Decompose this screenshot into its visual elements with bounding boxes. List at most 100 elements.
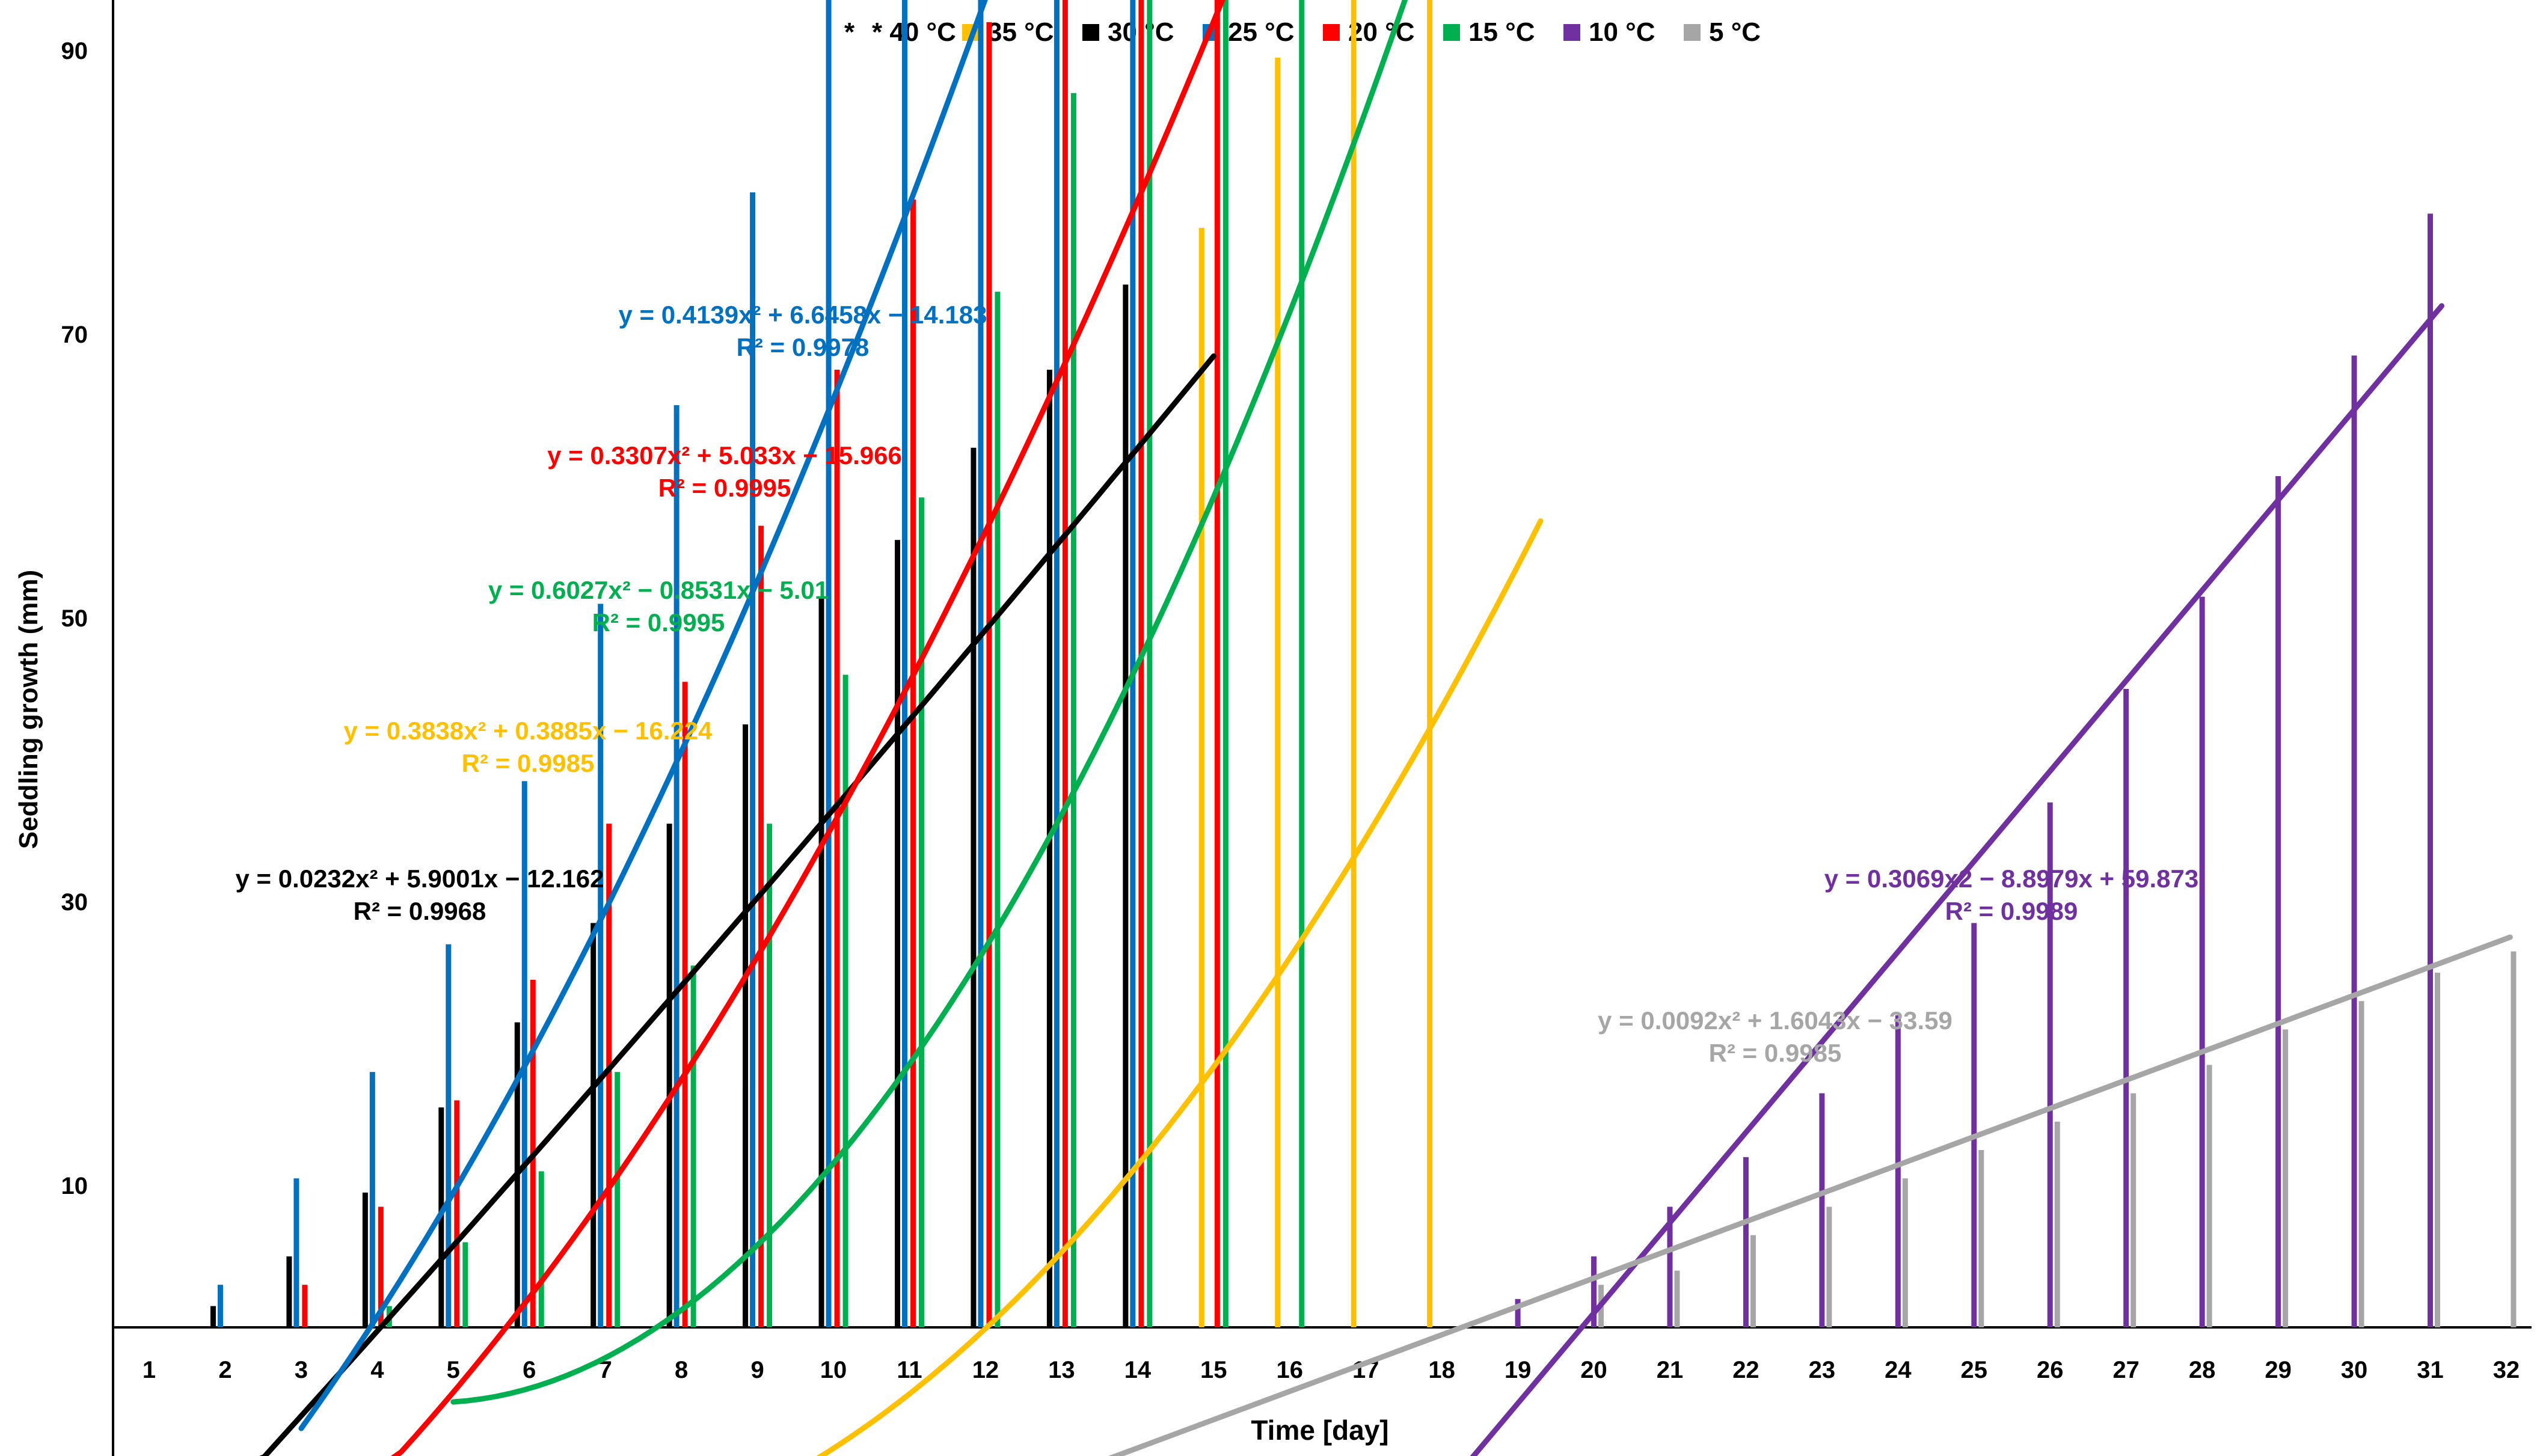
bar-5-c-day-21 xyxy=(1674,1270,1680,1327)
bar-30-c-day-14 xyxy=(1123,284,1129,1327)
x-tick-label: 20 xyxy=(1580,1357,1607,1383)
equation-35-c: y = 0.3838x² + 0.3885x − 16.224 xyxy=(343,717,713,745)
x-tick-label: 13 xyxy=(1048,1357,1075,1383)
x-tick-label: 25 xyxy=(1961,1357,1988,1383)
bar-5-c-day-25 xyxy=(1978,1150,1984,1327)
bar-15-c-day-7 xyxy=(615,1072,621,1327)
bar-15-c-day-15 xyxy=(1222,0,1229,1327)
trend-line-15-c xyxy=(450,0,1408,1405)
bar-10-c-day-31 xyxy=(2428,213,2433,1327)
bar-10-c-day-21 xyxy=(1667,1207,1673,1327)
legend-label-40-c: * 40 °C xyxy=(872,17,956,47)
legend-label-15-c: 15 °C xyxy=(1468,17,1535,47)
r-squared-5-c: R² = 0.9985 xyxy=(1709,1039,1842,1067)
bar-15-c-day-10 xyxy=(842,674,848,1327)
x-tick-label: 11 xyxy=(897,1357,922,1383)
equation-labels: y = 0.3838x² + 0.3885x − 16.224 R² = 0.99… xyxy=(235,301,2198,1067)
bar-25-c-day-8 xyxy=(673,405,679,1327)
bar-10-c-day-30 xyxy=(2351,355,2357,1327)
y-tick-label: 70 xyxy=(61,322,88,348)
x-tick-label: 9 xyxy=(750,1357,764,1383)
x-tick-label: 15 xyxy=(1200,1357,1227,1383)
trend-line-35-c xyxy=(816,518,1544,1456)
legend-swatch-15-c xyxy=(1443,24,1460,41)
trend-line-20-c xyxy=(390,0,1225,1456)
y-tick-label: 30 xyxy=(61,889,88,916)
r-squared-30-c: R² = 0.9968 xyxy=(354,897,486,925)
trend-line-10-c xyxy=(1470,303,2444,1456)
x-axis-label: Time [day] xyxy=(1251,1415,1388,1446)
x-tick-labels: 1 2 3 4 5 6 7 8 9 10 11 12 13 14 15 16 17 18 19 20 21 22 23 24 2… xyxy=(143,1357,2520,1383)
bar-30-c-day-11 xyxy=(895,540,900,1328)
legend-swatch-star: * xyxy=(844,17,855,47)
bar-15-c-day-8 xyxy=(690,965,696,1327)
bar-10-c-day-29 xyxy=(2275,476,2281,1327)
bar-20-c-day-11 xyxy=(910,199,916,1327)
bar-25-c-day-12 xyxy=(978,0,984,1327)
r-squared-25-c: R² = 0.9978 xyxy=(737,333,870,361)
r-squared-10-c: R² = 0.9989 xyxy=(1945,897,2078,925)
x-tick-label: 19 xyxy=(1505,1357,1532,1383)
legend-label-25-c: 25 °C xyxy=(1228,17,1295,47)
x-tick-label: 18 xyxy=(1428,1357,1455,1383)
bars xyxy=(210,0,2517,1328)
bar-35-c-day-17 xyxy=(1351,0,1357,1327)
bar-30-c-day-8 xyxy=(666,824,672,1327)
equation-30-c: y = 0.0232x² + 5.9001x − 12.162 xyxy=(235,864,604,893)
bar-20-c-day-10 xyxy=(834,370,840,1327)
bar-5-c-day-24 xyxy=(1902,1178,1908,1327)
equation-25-c: y = 0.4139x² + 6.6458x − 14.183 xyxy=(618,301,987,329)
x-tick-label: 1 xyxy=(143,1357,156,1383)
y-axis-label: Seddling growth (mm) xyxy=(14,570,43,849)
bar-25-c-day-6 xyxy=(521,781,527,1327)
y-tick-labels: 1030507090110130150170 xyxy=(61,38,88,1199)
bar-10-c-day-26 xyxy=(2047,802,2053,1327)
bar-10-c-day-20 xyxy=(1591,1256,1597,1327)
legend-label-35-c: 35 °C xyxy=(987,17,1054,47)
bar-15-c-day-13 xyxy=(1070,93,1076,1327)
x-tick-label: 30 xyxy=(2341,1357,2368,1383)
bar-25-c-day-9 xyxy=(750,192,756,1327)
bar-30-c-day-4 xyxy=(362,1192,368,1327)
bar-30-c-day-12 xyxy=(971,447,977,1327)
bar-10-c-day-19 xyxy=(1515,1298,1521,1327)
x-tick-label: 28 xyxy=(2189,1357,2216,1383)
bar-25-c-day-4 xyxy=(369,1072,375,1327)
bar-5-c-day-22 xyxy=(1750,1235,1756,1327)
legend-swatch-10-c xyxy=(1563,24,1580,41)
bar-10-c-day-25 xyxy=(1971,923,1977,1327)
bar-20-c-day-4 xyxy=(378,1207,384,1327)
x-tick-label: 12 xyxy=(972,1357,999,1383)
equation-15-c: y = 0.6027x² − 0.8531x − 5.01 xyxy=(488,576,829,604)
bar-20-c-day-14 xyxy=(1138,0,1144,1328)
x-tick-label: 7 xyxy=(599,1357,612,1383)
bar-25-c-day-2 xyxy=(217,1285,223,1327)
x-tick-label: 31 xyxy=(2417,1357,2444,1383)
r-squared-35-c: R² = 0.9985 xyxy=(462,749,595,777)
x-tick-label: 3 xyxy=(295,1357,308,1383)
r-squared-20-c: R² = 0.9995 xyxy=(658,474,791,502)
bar-5-c-day-27 xyxy=(2130,1093,2137,1327)
r-squared-15-c: R² = 0.9995 xyxy=(592,608,725,637)
trend-line-25-c xyxy=(298,0,988,1431)
bar-30-c-day-10 xyxy=(818,596,824,1327)
legend-label-10-c: 10 °C xyxy=(1589,17,1655,47)
x-tick-label: 14 xyxy=(1124,1357,1152,1383)
x-tick-label: 10 xyxy=(820,1357,847,1383)
bar-30-c-day-9 xyxy=(743,724,749,1327)
bar-5-c-day-30 xyxy=(2358,1001,2364,1327)
x-tick-label: 27 xyxy=(2112,1357,2140,1383)
bar-20-c-day-9 xyxy=(758,525,764,1327)
bar-5-c-day-32 xyxy=(2511,951,2517,1327)
bar-15-c-day-11 xyxy=(919,497,924,1327)
bar-20-c-day-3 xyxy=(302,1285,308,1327)
x-tick-label: 16 xyxy=(1277,1357,1304,1383)
bar-10-c-day-28 xyxy=(2199,596,2205,1327)
trend-line-30-c xyxy=(259,353,1216,1456)
trend-lines xyxy=(259,0,2513,1456)
bar-35-c-day-15 xyxy=(1198,228,1204,1327)
bar-15-c-day-6 xyxy=(538,1171,544,1327)
bar-20-c-day-13 xyxy=(1062,0,1068,1328)
bar-15-c-day-12 xyxy=(995,292,1001,1328)
